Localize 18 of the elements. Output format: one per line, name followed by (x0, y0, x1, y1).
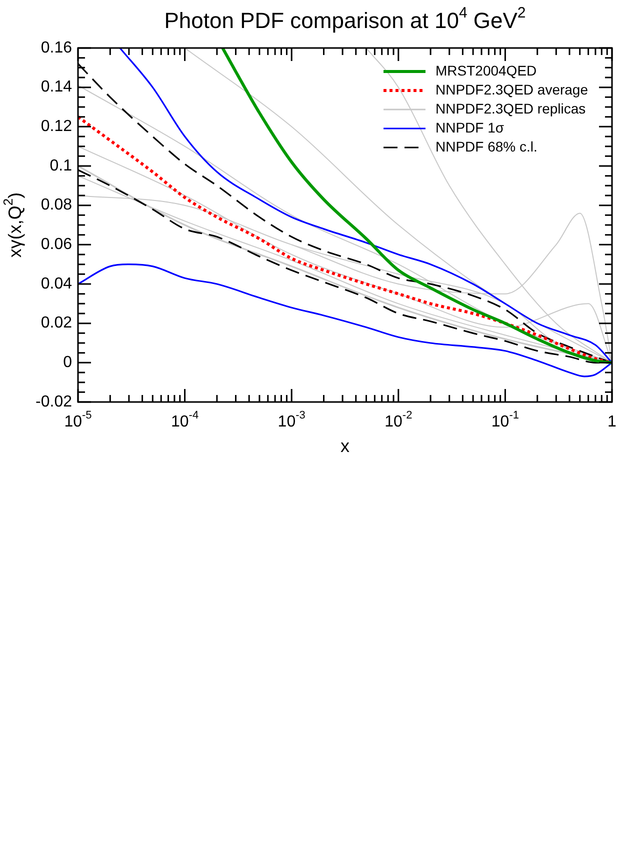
y-tick-label: 0.14 (40, 78, 72, 96)
y-tick-label: 0.1 (50, 157, 72, 174)
legend-label: NNPDF2.3QED replicas (435, 100, 586, 116)
y-tick-label: 0.06 (40, 236, 72, 254)
y-tick-label: -0.02 (36, 393, 72, 410)
legend-label: NNPDF 1σ (435, 119, 504, 136)
x-tick-label: 1 (608, 413, 617, 430)
x-axis-title: x (340, 436, 350, 456)
y-tick-label: 0.02 (40, 314, 72, 332)
y-tick-label: 0.04 (40, 275, 72, 292)
legend-label: NNPDF2.3QED average (435, 81, 588, 98)
y-tick-label: 0 (63, 354, 72, 372)
y-tick-label: 0.12 (40, 118, 72, 136)
y-tick-label: 0.08 (40, 196, 72, 214)
y-axis-title: xγ(x,Q2) (0, 192, 25, 258)
legend-label: MRST2004QED (435, 62, 537, 78)
y-tick-label: 0.16 (40, 39, 72, 56)
legend-label: NNPDF 68% c.l. (435, 138, 538, 154)
